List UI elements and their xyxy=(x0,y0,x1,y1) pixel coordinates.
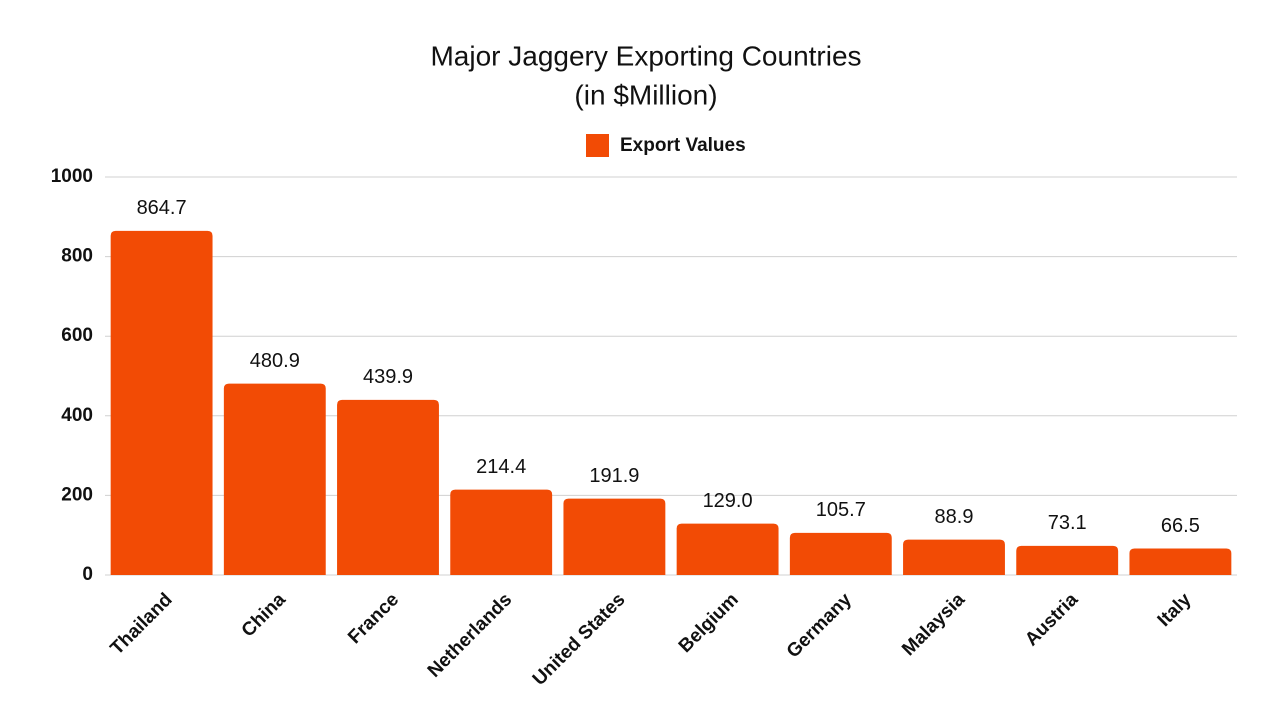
y-tick-label: 400 xyxy=(61,405,93,426)
value-label: 66.5 xyxy=(1161,515,1200,537)
value-label: 129.0 xyxy=(703,490,753,512)
value-label: 439.9 xyxy=(363,366,413,388)
chart-title: Major Jaggery Exporting Countries xyxy=(430,40,861,71)
bar xyxy=(789,532,892,575)
x-tick-label: Austria xyxy=(1021,589,1082,650)
x-tick-label: China xyxy=(238,589,290,641)
x-tick-label: Thailand xyxy=(107,589,177,659)
x-tick-label: Malaysia xyxy=(898,589,969,660)
x-tick-label: Germany xyxy=(783,589,856,662)
x-tick-label: Italy xyxy=(1154,589,1196,631)
value-label: 480.9 xyxy=(250,350,300,372)
bar xyxy=(676,523,779,575)
x-tick-label: United States xyxy=(529,589,630,690)
bar xyxy=(1016,545,1119,575)
bar xyxy=(110,230,213,575)
value-label: 105.7 xyxy=(816,499,866,521)
x-tick-label: Netherlands xyxy=(424,589,516,681)
y-tick-label: 200 xyxy=(61,484,93,505)
bar xyxy=(563,498,666,575)
value-label: 864.7 xyxy=(137,197,187,219)
value-label: 88.9 xyxy=(935,506,974,528)
value-label: 191.9 xyxy=(589,465,639,487)
chart-subtitle: (in $Million) xyxy=(574,79,717,110)
value-label: 214.4 xyxy=(476,456,526,478)
bar xyxy=(450,489,553,575)
legend-swatch xyxy=(586,134,609,157)
bar xyxy=(903,539,1005,575)
y-tick-label: 600 xyxy=(61,325,93,346)
bar xyxy=(223,383,326,575)
value-label: 73.1 xyxy=(1048,512,1087,534)
x-tick-label: France xyxy=(344,589,403,648)
x-tick-label: Belgium xyxy=(675,589,743,657)
y-tick-label: 0 xyxy=(82,564,93,585)
y-tick-label: 1000 xyxy=(51,166,93,187)
y-tick-label: 800 xyxy=(61,246,93,267)
bar xyxy=(337,399,439,575)
legend-label: Export Values xyxy=(620,135,746,156)
bar xyxy=(1129,548,1232,575)
